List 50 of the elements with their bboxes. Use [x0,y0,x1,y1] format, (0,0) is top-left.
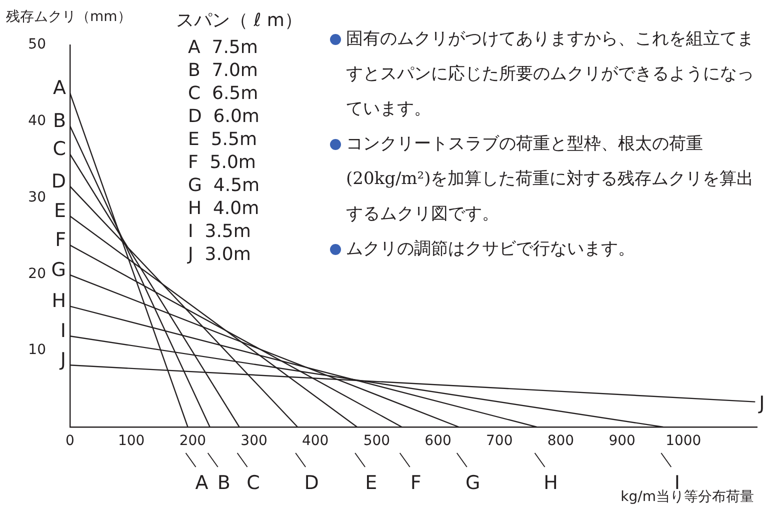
text: A [53,77,66,100]
x-tick-label: 400 [302,433,329,450]
annotation: A 7.5m [188,36,259,59]
text: J [60,349,66,372]
x-tick-label: 800 [547,433,574,450]
x-tick-label: 1000 [666,433,702,450]
y-tick-label: 40 [28,113,46,130]
text: H [52,290,66,312]
annotation: G 4.5m [188,174,260,197]
annotation: D 6.0m [188,105,260,128]
annotation: F 5.0m [188,151,257,174]
text: E [54,200,66,222]
annotation: コンクリートスラブの荷重と型枠、根太の荷重(20kg/m²)を加算した荷重に対する残存ムクリを算出するムクリ図です。 [346,134,754,224]
annotation: C 6.5m [188,82,260,105]
text: B [52,110,66,132]
annotation: ムクリの調節はクサビで行ないます。 [346,239,635,259]
annotation: J 3.0m [188,243,252,266]
annotation: H 4.0m [188,197,260,220]
legend-label: E [365,472,378,494]
legend-label: A [195,472,208,494]
x-tick-label: 700 [486,433,513,450]
text: I [60,320,66,342]
legend-label: G [466,472,480,494]
legend-label: F [410,472,422,494]
text: F [55,229,66,252]
text: G [51,258,66,281]
y-tick-label: 10 [28,342,46,358]
annotation: I 3.5m [188,220,252,243]
y-tick-label: 20 [28,266,46,282]
legend-title: スパン（ ℓ m） [176,9,302,32]
legend-label: D [304,472,319,494]
x-tick-label: 200 [179,433,206,450]
y-tick-label: 30 [28,189,46,206]
legend-label: B [217,472,230,494]
x-tick-label: 100 [118,433,145,450]
x-tick-label: 500 [363,433,390,450]
legend-label: C [246,472,260,494]
y-axis-title: 残存ムクリ（mm） [6,8,132,26]
text: C [52,138,66,160]
annotation: 固有のムクリがつけてありますから、これを組立てますとスパンに応じた所要のムクリができるようになっています。 [346,29,754,119]
y-tick-label: 50 [28,36,46,53]
x-tick-label: 0 [66,433,74,450]
x-tick-label: 300 [240,433,268,450]
annotation: E 5.5m [188,128,258,151]
text: D [51,170,66,192]
x-tick-label: 600 [424,433,452,450]
x-tick-label: 900 [608,433,636,450]
annotation: B 7.0m [188,59,259,82]
legend-label: H [544,472,558,494]
series-label: J [758,392,765,415]
